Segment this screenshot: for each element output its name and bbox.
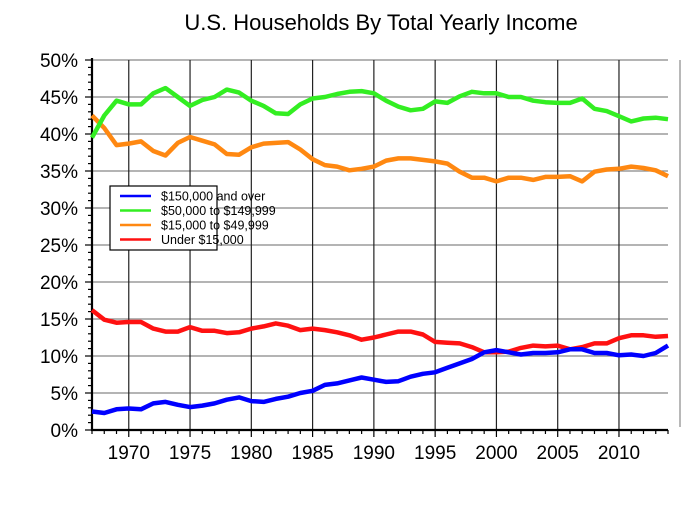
- axis-ticks: 0% 5% 10% 15% 20% 25% 30% 35% 40% 45% 50% 1970 1975 1…: [40, 51, 669, 464]
- legend-label: $50,000 to $149,999: [161, 204, 276, 218]
- x-tick-label: 2000: [475, 443, 517, 464]
- series-lines: [90, 85, 670, 416]
- y-tick-label: 15%: [40, 310, 78, 331]
- x-tick-label: 2010: [598, 443, 640, 464]
- x-tick-label: 1970: [108, 443, 150, 464]
- y-tick-label: 35%: [40, 162, 78, 183]
- legend-label: $15,000 to $49,999: [161, 219, 269, 233]
- x-tick-label: 1985: [291, 443, 333, 464]
- x-tick-label: 1980: [230, 443, 272, 464]
- y-tick-label: 25%: [40, 236, 78, 257]
- chart-title: U.S. Households By Total Yearly Income: [184, 10, 577, 35]
- legend-label: $150,000 and over: [161, 190, 265, 204]
- x-tick-label: 2005: [537, 443, 579, 464]
- series-line-2: [90, 113, 669, 184]
- y-tick-label: 20%: [40, 273, 78, 294]
- series-line-0: [91, 343, 670, 416]
- y-tick-label: 40%: [40, 125, 78, 146]
- y-tick-label: 0%: [51, 421, 79, 442]
- legend: $150,000 and over$50,000 to $149,999$15,…: [109, 185, 276, 251]
- y-tick-label: 50%: [40, 51, 78, 72]
- x-tick-label: 1990: [353, 443, 395, 464]
- y-tick-label: 45%: [40, 88, 78, 109]
- y-tick-label: 5%: [51, 384, 79, 405]
- series-line-3: [90, 308, 669, 355]
- legend-label: Under $15,000: [161, 233, 244, 247]
- y-tick-label: 10%: [40, 347, 78, 368]
- y-tick-label: 30%: [40, 199, 78, 220]
- x-tick-label: 1995: [414, 443, 456, 464]
- series-line-1: [90, 85, 669, 139]
- x-tick-label: 1975: [169, 443, 211, 464]
